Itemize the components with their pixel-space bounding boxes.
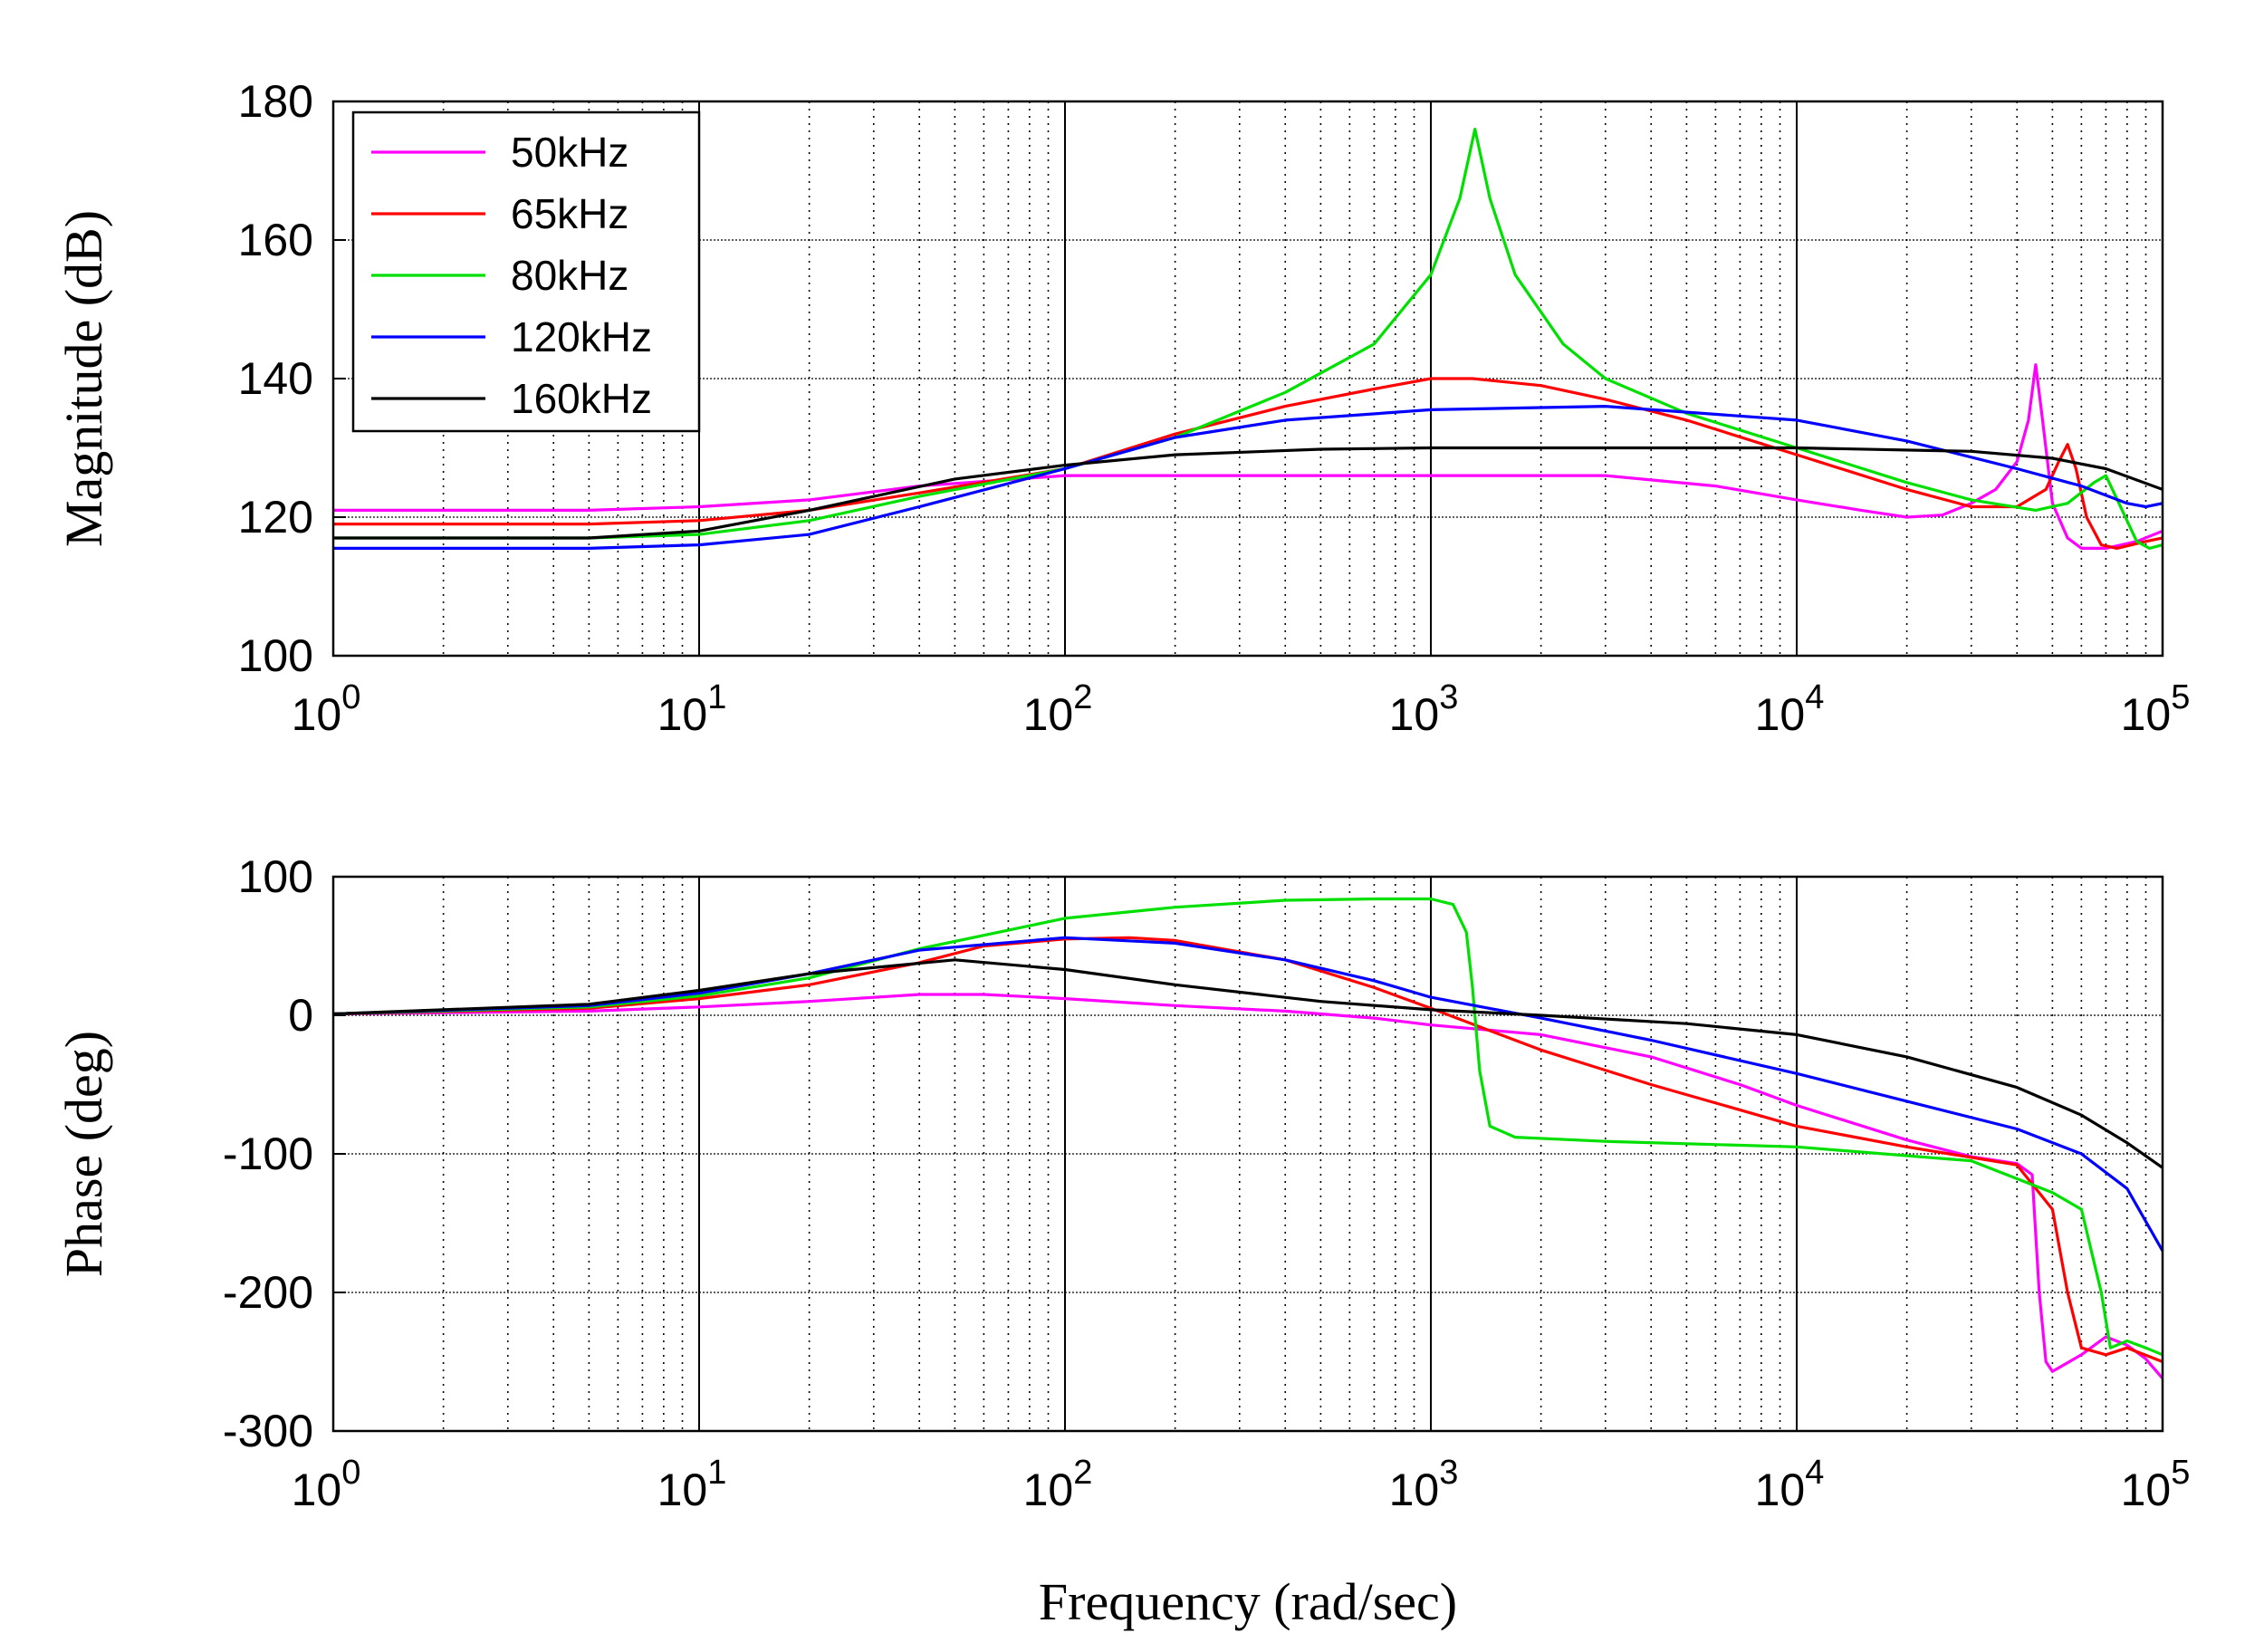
magnitude-xtick-label: 105 bbox=[2121, 678, 2191, 740]
phase-frame bbox=[331, 875, 2164, 1433]
legend-item-65kHz: 65kHz bbox=[371, 190, 628, 237]
legend-box bbox=[351, 110, 701, 433]
magnitude-xtick-label: 103 bbox=[1389, 678, 1459, 740]
phase-series-160kHz bbox=[333, 958, 2163, 1169]
phase-ytick-label: -200 bbox=[223, 1267, 313, 1318]
magnitude-ytick-label: 120 bbox=[238, 492, 313, 543]
phase-xtick-label: 102 bbox=[1023, 1454, 1093, 1515]
phase-series-120kHz bbox=[333, 936, 2163, 1252]
magnitude-frame bbox=[331, 100, 2164, 658]
phase-xtick-label: 105 bbox=[2121, 1454, 2191, 1515]
magnitude-series-120kHz bbox=[333, 405, 2163, 550]
phase-xtick-label: 104 bbox=[1755, 1454, 1825, 1515]
magnitude-ytick-label: 160 bbox=[238, 215, 313, 265]
phase-plot: -300 -200 -100 0 100 100 101 102 103 104 105 Phase … bbox=[54, 851, 2190, 1515]
legend-label: 80kHz bbox=[511, 252, 628, 299]
phase-ytick-label: -300 bbox=[223, 1406, 313, 1456]
legend: 50kHz 65kHz 80kHz 120kHz 160kHz bbox=[351, 110, 701, 433]
legend-label: 160kHz bbox=[511, 375, 652, 422]
magnitude-series bbox=[333, 128, 2163, 550]
magnitude-ytick-label: 100 bbox=[238, 630, 313, 681]
phase-series-50kHz bbox=[333, 993, 2163, 1379]
magnitude-xtick-label: 101 bbox=[657, 678, 727, 740]
legend-label: 50kHz bbox=[511, 129, 628, 176]
phase-ytick-label: -100 bbox=[223, 1129, 313, 1179]
phase-series bbox=[333, 897, 2163, 1379]
magnitude-series-65kHz bbox=[333, 377, 2163, 550]
phase-ytick-label: 100 bbox=[238, 851, 313, 902]
magnitude-series-80kHz bbox=[333, 128, 2163, 550]
legend-item-80kHz: 80kHz bbox=[371, 252, 628, 299]
magnitude-xtick-label: 104 bbox=[1755, 678, 1825, 740]
legend-label: 120kHz bbox=[511, 313, 652, 360]
legend-item-120kHz: 120kHz bbox=[371, 313, 652, 360]
legend-item-50kHz: 50kHz bbox=[371, 129, 628, 176]
magnitude-series-160kHz bbox=[333, 446, 2163, 540]
phase-series-80kHz bbox=[333, 897, 2163, 1357]
phase-xtick-label: 103 bbox=[1389, 1454, 1459, 1515]
phase-ytick-label: 0 bbox=[288, 990, 313, 1041]
legend-item-160kHz: 160kHz bbox=[371, 375, 652, 422]
phase-xtick-label: 101 bbox=[657, 1454, 727, 1515]
magnitude-xtick-label: 100 bbox=[292, 678, 361, 740]
magnitude-y-axis-title: Magnitude (dB) bbox=[54, 210, 113, 547]
legend-label: 65kHz bbox=[511, 190, 628, 237]
phase-xtick-label: 100 bbox=[292, 1454, 361, 1515]
magnitude-ytick-label: 180 bbox=[238, 76, 313, 127]
phase-y-axis-title: Phase (deg) bbox=[54, 1031, 113, 1277]
x-axis-title: Frequency (rad/sec) bbox=[1039, 1572, 1457, 1631]
magnitude-xtick-label: 102 bbox=[1023, 678, 1093, 740]
magnitude-ytick-label: 140 bbox=[238, 353, 313, 404]
magnitude-series-50kHz bbox=[333, 363, 2163, 550]
